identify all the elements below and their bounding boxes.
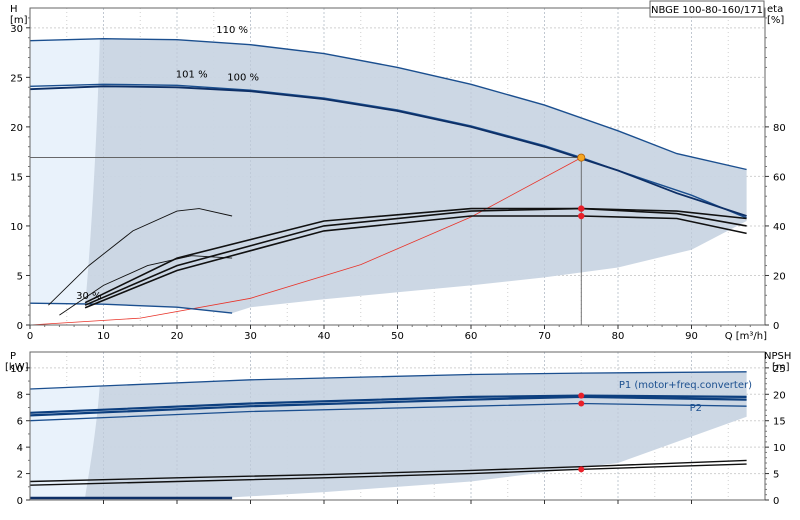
power-npsh-panel: P1 (motor+freq.converter)P20246810051015…: [5, 351, 791, 507]
power-curve: [29, 394, 747, 414]
eta-curve: [84, 215, 747, 309]
eta-duty-point: [578, 205, 585, 212]
head-curve-100-pct: [29, 85, 747, 217]
npsh-tick-label: 20: [773, 390, 786, 401]
x-tick-label: 60: [465, 331, 478, 342]
curve-label: 110 %: [216, 25, 248, 36]
power-curve: [29, 395, 747, 417]
eta-curve: [84, 207, 747, 306]
p-tick-label: 0: [17, 496, 23, 507]
npsh-axis-name: NPSH: [764, 351, 791, 362]
npsh-tick-label: 25: [773, 364, 786, 375]
eta-duty-point: [578, 212, 585, 220]
x-tick-label: 70: [538, 331, 551, 342]
p1-label: P1 (motor+freq.converter): [619, 380, 752, 391]
y-tick-label: 30: [10, 24, 23, 35]
p-tick-label: 10: [10, 364, 23, 375]
y-tick-label: 25: [10, 73, 23, 84]
y-tick-label: 10: [10, 222, 23, 233]
x-tick-label: 0: [27, 331, 33, 342]
h-axis-unit: [m]: [10, 15, 28, 26]
npsh-tick-label: 5: [773, 470, 779, 481]
power-curve: [29, 371, 747, 390]
below-min-flow-region: [30, 38, 100, 306]
y-tick-label: 5: [17, 271, 23, 282]
eta-tick-label: 60: [773, 172, 786, 183]
npsh-tick-label: 0: [773, 496, 779, 507]
chart-title: NBGE 100-80-160/171: [651, 5, 763, 16]
x-tick-label: 80: [612, 331, 625, 342]
p2-label: P2: [690, 403, 702, 414]
p-axis-unit: [kW]: [5, 362, 29, 373]
eta-tick-label: 20: [773, 271, 786, 282]
eta-tick-label: 80: [773, 123, 786, 134]
x-axis-unit: Q [m³/h]: [725, 331, 767, 342]
system-curve: [29, 157, 582, 326]
operating-area: [30, 38, 747, 314]
head-curve-110-pct: [29, 37, 747, 171]
p-tick-label: 2: [17, 470, 23, 481]
x-tick-label: 50: [391, 331, 404, 342]
head-curve-30-pct: [29, 302, 233, 314]
eta-tick-label: 40: [773, 222, 786, 233]
curve-label: 101 %: [176, 69, 208, 80]
eta-axis-name: eta: [767, 4, 783, 15]
power-duty-point: [578, 392, 585, 399]
eta-tick-label: 0: [773, 321, 779, 332]
eta-curve: [59, 255, 233, 316]
h-axis-name: H: [10, 4, 18, 15]
p-tick-label: 6: [17, 417, 23, 428]
x-tick-label: 10: [97, 331, 110, 342]
npsh-duty-point: [578, 466, 585, 473]
y-tick-label: 0: [17, 321, 23, 332]
x-tick-label: 30: [244, 331, 257, 342]
y-tick-label: 20: [10, 123, 23, 134]
x-tick-label: 40: [318, 331, 331, 342]
x-tick-label: 20: [171, 331, 184, 342]
npsh-curve: [29, 459, 747, 483]
eta-curve: [84, 207, 747, 304]
x-tick-label: 90: [685, 331, 698, 342]
p-tick-label: 8: [17, 390, 23, 401]
curve-label: 30 %: [76, 291, 101, 302]
npsh-axis-unit: [m]: [772, 362, 790, 373]
eta-curve: [48, 208, 233, 306]
p-axis-name: P: [10, 351, 16, 362]
p-tick-label: 4: [17, 443, 23, 454]
npsh-tick-label: 15: [773, 417, 786, 428]
npsh-curve: [29, 463, 747, 486]
power-curve: [29, 402, 747, 422]
title-box: [649, 0, 765, 18]
power-duty-point: [578, 400, 585, 407]
head-efficiency-panel: 110 % 101 % 100 % 30 % 0 5 10 15 20 25 30 0 20 40 60 80…: [10, 0, 786, 342]
curve-label: 100 %: [227, 72, 259, 83]
duty-point-marker: [577, 153, 586, 162]
npsh-tick-label: 10: [773, 443, 786, 454]
eta-axis-unit: [%]: [767, 15, 784, 26]
y-tick-label: 15: [10, 172, 23, 183]
